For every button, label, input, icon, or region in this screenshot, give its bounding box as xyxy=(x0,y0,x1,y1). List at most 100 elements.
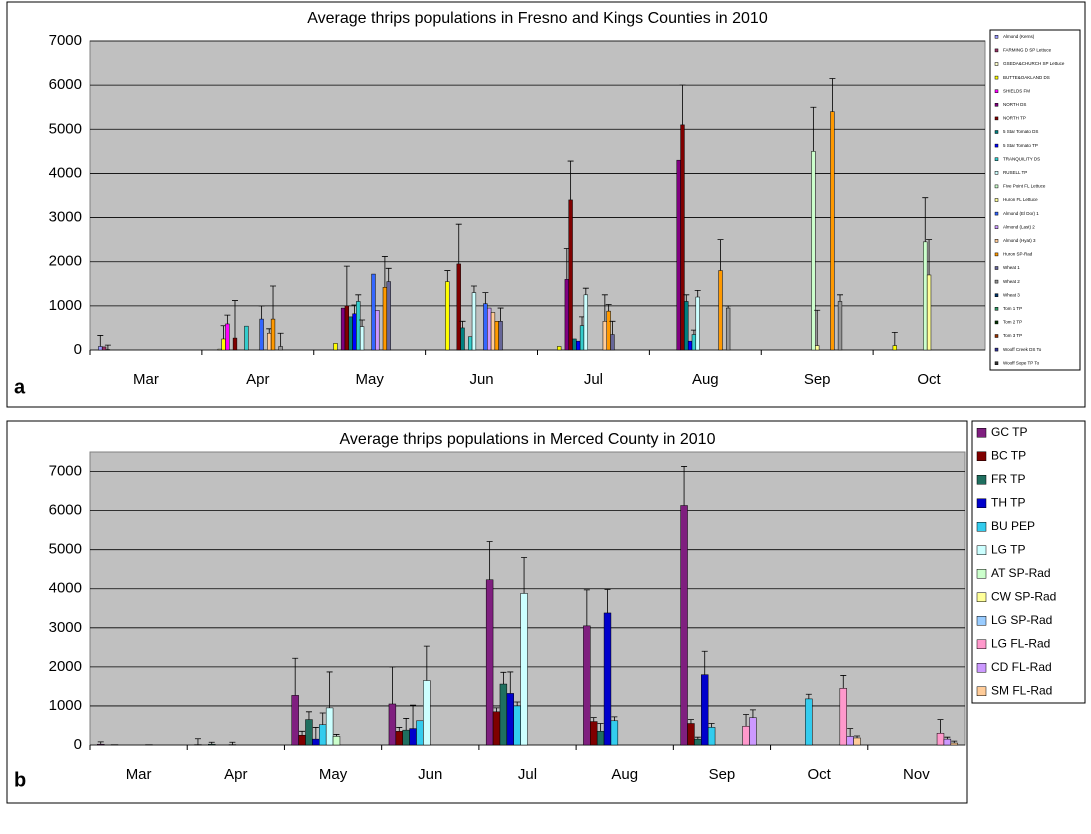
bar xyxy=(341,308,345,350)
legend-label: AT SP-Rad xyxy=(991,566,1051,580)
bar xyxy=(333,736,340,745)
legend-swatch xyxy=(977,640,986,649)
bar xyxy=(472,293,476,350)
bar xyxy=(893,346,897,350)
legend-swatch xyxy=(995,117,998,120)
legend-swatch xyxy=(977,593,986,602)
legend-label: Tom 1 TP xyxy=(1003,306,1022,311)
bar xyxy=(805,699,812,745)
legend-label: Almond (Kerns) xyxy=(1003,34,1035,39)
bar xyxy=(279,346,283,350)
bar xyxy=(597,731,604,745)
bar xyxy=(244,326,248,350)
bar xyxy=(260,319,264,350)
bar xyxy=(696,297,700,350)
legend-label: LG FL-Rad xyxy=(991,636,1050,650)
bar xyxy=(944,739,951,745)
bar xyxy=(951,743,958,745)
bar xyxy=(688,341,692,350)
bar xyxy=(487,308,491,350)
x-tick-label: Oct xyxy=(807,766,831,783)
chart-title: Average thrips populations in Fresno and… xyxy=(307,10,768,27)
bar xyxy=(557,346,561,350)
y-tick-label: 0 xyxy=(74,341,82,358)
bar xyxy=(576,341,580,350)
x-tick-label: Apr xyxy=(224,766,247,783)
bar xyxy=(604,613,611,745)
bar xyxy=(410,729,417,745)
legend-label: BC TP xyxy=(991,448,1026,462)
panel-label: a xyxy=(14,376,26,398)
legend-swatch xyxy=(977,428,986,437)
legend-label: Tom 3 TP xyxy=(1003,333,1022,338)
legend-label: 5 Star Tomato TP xyxy=(1003,143,1038,148)
bar xyxy=(569,200,573,350)
legend-label: Tom 2 TP xyxy=(1003,320,1022,325)
legend-swatch xyxy=(995,362,998,365)
legend-label: Wooff Sope TP To xyxy=(1003,360,1040,365)
legend-swatch xyxy=(977,499,986,508)
bar xyxy=(372,274,376,350)
legend-label: Wheat 2 xyxy=(1003,279,1020,284)
bar xyxy=(271,319,275,350)
legend-label: RUSELL TP xyxy=(1003,170,1027,175)
legend-swatch xyxy=(995,335,998,338)
legend-swatch xyxy=(977,522,986,531)
bar xyxy=(491,312,495,350)
bar xyxy=(299,735,306,745)
bar xyxy=(937,733,944,745)
legend-swatch xyxy=(995,212,998,215)
bar xyxy=(847,736,854,745)
bar xyxy=(389,704,396,745)
legend-swatch xyxy=(995,321,998,324)
bar xyxy=(681,506,688,745)
y-tick-label: 5000 xyxy=(49,541,82,558)
legend-label: Five Point FL Lettuce xyxy=(1003,184,1046,189)
legend-swatch xyxy=(995,267,998,270)
bar xyxy=(708,727,715,745)
bar xyxy=(583,626,590,745)
bar xyxy=(468,337,472,350)
bar xyxy=(461,328,465,350)
legend-label: CD FL-Rad xyxy=(991,660,1052,674)
bar xyxy=(98,346,102,350)
x-tick-label: Jul xyxy=(584,371,603,388)
legend-swatch xyxy=(977,475,986,484)
bar xyxy=(719,271,723,350)
bar xyxy=(356,301,360,350)
y-tick-label: 0 xyxy=(74,736,82,753)
legend-swatch xyxy=(995,63,998,66)
bar xyxy=(584,295,588,350)
bar xyxy=(360,327,364,350)
bar xyxy=(233,338,237,350)
legend-label: LG SP-Rad xyxy=(991,613,1052,627)
legend-label: Almond (El Dor) 1 xyxy=(1003,211,1039,216)
x-tick-label: Mar xyxy=(126,766,152,783)
legend-label: FARMING D SP Lettuce xyxy=(1003,48,1052,53)
bar xyxy=(102,347,106,350)
x-tick-label: Oct xyxy=(917,371,941,388)
chart-title: Average thrips populations in Merced Cou… xyxy=(340,431,716,448)
bar xyxy=(927,275,931,350)
x-tick-label: Sep xyxy=(804,371,831,388)
bar xyxy=(306,720,313,745)
legend-label: Huron SP-Rad xyxy=(1003,252,1033,257)
bar xyxy=(417,721,424,745)
bar xyxy=(694,739,701,745)
legend-swatch xyxy=(977,546,986,555)
bar xyxy=(483,304,487,350)
y-tick-label: 7000 xyxy=(49,463,82,480)
legend-label: NORTH TP xyxy=(1003,116,1026,121)
legend-label: Wooff Creek DS To xyxy=(1003,347,1042,352)
legend-label: GSEDA&CHURCH SP Lettuce xyxy=(1003,61,1065,66)
x-tick-label: Jun xyxy=(418,766,442,783)
bar xyxy=(854,738,861,745)
legend-swatch xyxy=(995,171,998,174)
bar xyxy=(493,712,500,745)
bar xyxy=(222,339,226,350)
legend-label: Almond (Hyat) 3 xyxy=(1003,238,1036,243)
bar xyxy=(312,739,319,745)
y-tick-label: 2000 xyxy=(49,253,82,270)
bar xyxy=(387,282,391,350)
